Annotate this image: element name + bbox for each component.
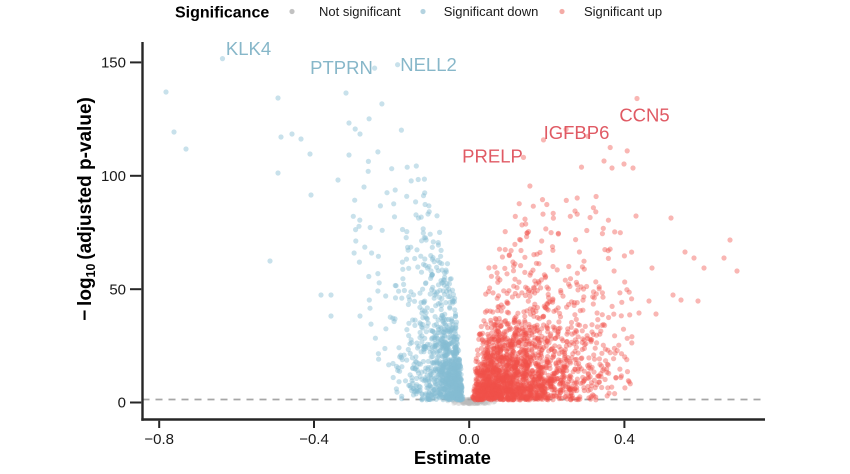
svg-text:PRELP: PRELP xyxy=(462,146,523,167)
svg-text:−0.4: −0.4 xyxy=(299,431,329,448)
svg-text:100: 100 xyxy=(101,168,126,185)
svg-text:50: 50 xyxy=(109,281,126,298)
svg-text:0: 0 xyxy=(118,395,126,412)
svg-text:PTPRN: PTPRN xyxy=(310,57,373,78)
svg-text:0.0: 0.0 xyxy=(459,431,480,448)
svg-text:Significant up: Significant up xyxy=(584,4,662,19)
svg-text:Significance: Significance xyxy=(175,5,269,22)
svg-text:IGFBP6: IGFBP6 xyxy=(544,122,610,143)
svg-text:Estimate: Estimate xyxy=(414,447,491,468)
svg-text:Significant down: Significant down xyxy=(444,4,539,19)
svg-text:150: 150 xyxy=(101,55,126,72)
svg-text:−0.8: −0.8 xyxy=(144,431,174,448)
svg-text:KLK4: KLK4 xyxy=(226,38,271,59)
svg-text:CCN5: CCN5 xyxy=(619,105,669,126)
svg-text:NELL2: NELL2 xyxy=(400,54,457,75)
svg-text:Not significant: Not significant xyxy=(319,4,401,19)
svg-text:− log10 (adjusted p-value): − log10 (adjusted p-value) xyxy=(75,97,98,321)
svg-text:0.4: 0.4 xyxy=(614,431,635,448)
